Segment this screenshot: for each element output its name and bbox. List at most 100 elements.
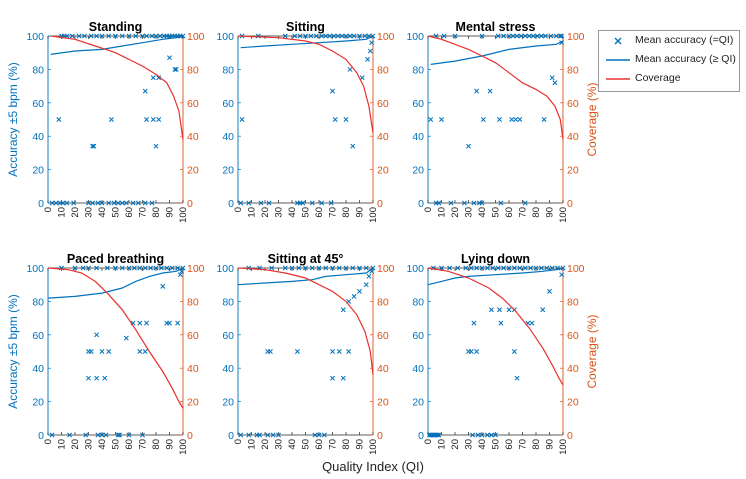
y-tick-label-right: 40 [377, 131, 389, 143]
data-point [479, 33, 485, 39]
data-point [470, 432, 476, 438]
data-point [56, 117, 62, 122]
x-tick-label: 30 [464, 207, 475, 218]
data-point [559, 272, 565, 278]
y-tick-label-left: 80 [32, 296, 44, 308]
data-point [529, 320, 535, 326]
data-point [343, 265, 349, 271]
y-tick-label-right: 60 [567, 330, 579, 342]
data-point [308, 33, 314, 39]
data-point [135, 200, 141, 206]
y-tick-label-left: 100 [406, 31, 424, 43]
red-line-icon [606, 78, 630, 80]
y-tick-label-right: 0 [187, 198, 193, 210]
data-point [119, 200, 125, 206]
data-point [548, 33, 554, 39]
legend-label: Coverage [635, 72, 681, 84]
x-tick-label: 80 [531, 207, 542, 218]
x-tick-label: 70 [138, 439, 149, 450]
x-tick-label: 50 [301, 207, 312, 218]
x-tick-label: 60 [314, 439, 325, 450]
data-point [153, 265, 159, 271]
x-tick-label: 50 [111, 439, 122, 450]
x-tick-label: 80 [531, 439, 542, 450]
data-point [137, 349, 143, 354]
data-point [72, 265, 78, 271]
y-tick-label-right: 100 [187, 263, 205, 275]
data-point [363, 265, 369, 271]
data-point [559, 33, 565, 39]
x-tick-label: 70 [328, 207, 339, 218]
data-point [542, 33, 548, 39]
y-tick-label-right: 60 [187, 98, 199, 110]
data-point [88, 349, 94, 354]
data-point [343, 117, 349, 122]
data-point [49, 200, 55, 206]
data-point [434, 432, 440, 438]
x-tick-label: 70 [518, 207, 529, 218]
data-point [83, 432, 89, 438]
y-tick-label-left: 0 [228, 198, 234, 210]
x-tick-label: 100 [558, 207, 569, 223]
data-point [309, 265, 315, 271]
data-point [468, 349, 474, 354]
data-point [86, 200, 91, 206]
data-point [300, 200, 306, 206]
data-point [294, 349, 300, 354]
data-point [335, 33, 341, 39]
y-tick-label-left: 40 [222, 363, 234, 375]
data-point [267, 349, 273, 354]
data-point [319, 200, 325, 206]
x-tick-label: 100 [368, 439, 379, 455]
y-tick-label-right: 80 [377, 64, 389, 76]
subplot-title: Lying down [461, 252, 530, 266]
data-point [490, 265, 496, 271]
coverage-line [237, 267, 374, 375]
data-point [316, 265, 322, 271]
x-tick-label: 90 [165, 207, 176, 218]
data-point [461, 200, 467, 206]
x-marker-icon [614, 37, 622, 45]
y-tick-label-left: 20 [32, 165, 44, 177]
data-point [108, 117, 114, 122]
data-point [339, 33, 345, 39]
data-point [495, 265, 501, 271]
data-point [142, 200, 148, 206]
y-tick-label-left: 40 [222, 131, 234, 143]
data-point [167, 320, 172, 326]
y-tick-label-left: 100 [216, 263, 234, 275]
data-point [350, 265, 356, 271]
data-point [239, 117, 245, 122]
data-point [265, 432, 271, 438]
data-point [86, 375, 91, 381]
y-tick-label-right: 40 [187, 363, 199, 375]
data-point [474, 349, 480, 354]
y-tick-label-left: 80 [222, 296, 234, 308]
data-point [367, 48, 373, 54]
data-point [447, 265, 453, 271]
data-point [99, 349, 105, 354]
x-tick-label: 90 [355, 207, 366, 218]
data-point [332, 117, 338, 122]
data-point [321, 432, 327, 438]
data-point [115, 200, 121, 206]
data-point [479, 265, 485, 271]
data-point [177, 272, 183, 278]
data-point [119, 265, 125, 271]
data-point [80, 265, 86, 271]
x-tick-label: 60 [504, 439, 515, 450]
x-tick-label: 60 [124, 207, 135, 218]
y-tick-label-left: 80 [222, 64, 234, 76]
data-point [238, 432, 244, 438]
x-tick-label: 40 [97, 207, 108, 218]
x-tick-label: 0 [43, 207, 54, 212]
data-point [142, 88, 148, 94]
data-point [488, 307, 494, 313]
data-point [158, 265, 164, 271]
data-point [514, 33, 520, 39]
mean-accuracy-line [237, 267, 374, 286]
data-point [49, 432, 55, 438]
data-point [357, 33, 362, 39]
x-tick-label: 30 [84, 207, 95, 218]
